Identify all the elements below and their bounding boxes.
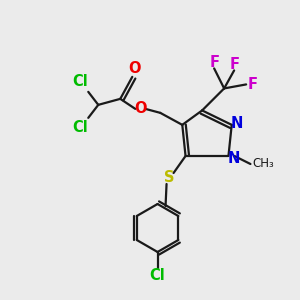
Text: F: F — [229, 57, 239, 72]
Text: S: S — [164, 170, 175, 185]
Text: N: N — [227, 152, 240, 166]
Text: O: O — [134, 101, 146, 116]
Text: N: N — [230, 116, 243, 131]
Text: F: F — [209, 55, 219, 70]
Text: Cl: Cl — [72, 74, 88, 89]
Text: Cl: Cl — [150, 268, 165, 284]
Text: CH₃: CH₃ — [252, 158, 274, 170]
Text: Cl: Cl — [72, 120, 88, 135]
Text: O: O — [128, 61, 140, 76]
Text: F: F — [247, 77, 257, 92]
